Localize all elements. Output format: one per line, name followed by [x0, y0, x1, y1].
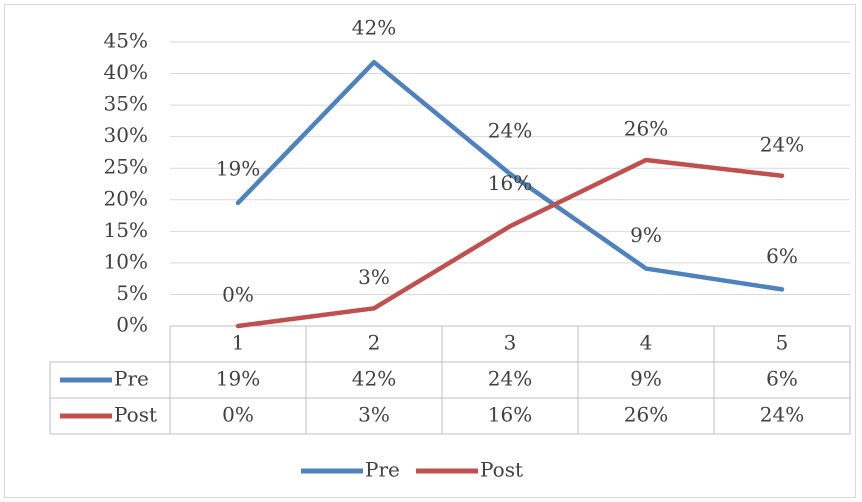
data-label-pre: 42% — [352, 16, 396, 40]
table-cell-pre: 9% — [630, 367, 662, 391]
series-line-pre — [235, 59, 785, 292]
series-line-post — [235, 157, 785, 329]
y-tick-label: 35% — [104, 92, 148, 116]
data-label-post: 24% — [760, 132, 804, 156]
y-tick-label: 20% — [104, 186, 148, 210]
y-tick-label: 15% — [104, 218, 148, 242]
data-label-post: 0% — [222, 283, 254, 307]
table-cell-post: 0% — [222, 403, 254, 427]
data-label-pre: 24% — [488, 118, 532, 142]
data-label-pre: 6% — [766, 244, 798, 268]
x-tick-label: 3 — [504, 331, 517, 355]
x-tick-label: 4 — [640, 331, 653, 355]
table-series-name-pre: Pre — [114, 367, 149, 391]
y-tick-label: 0% — [116, 313, 148, 337]
data-label-post: 16% — [488, 171, 532, 195]
table-cell-pre: 42% — [352, 367, 396, 391]
table-cell-post: 26% — [624, 403, 668, 427]
data-label-post: 26% — [624, 117, 668, 141]
y-tick-label: 45% — [104, 29, 148, 53]
legend-label-pre: Pre — [365, 458, 400, 482]
legend-label-post: Post — [480, 458, 523, 482]
x-tick-label: 5 — [776, 331, 789, 355]
y-tick-label: 25% — [104, 155, 148, 179]
table-cell-post: 24% — [760, 403, 804, 427]
x-tick-label: 1 — [232, 331, 245, 355]
x-tick-label: 2 — [368, 331, 381, 355]
y-tick-label: 30% — [104, 123, 148, 147]
data-label-pre: 9% — [630, 223, 662, 247]
table-cell-pre: 19% — [216, 367, 260, 391]
y-tick-label: 10% — [104, 249, 148, 273]
table-cell-post: 16% — [488, 403, 532, 427]
table-series-name-post: Post — [114, 403, 157, 427]
table-cell-post: 3% — [358, 403, 390, 427]
data-label-pre: 19% — [216, 156, 260, 180]
table-cell-pre: 24% — [488, 367, 532, 391]
y-tick-label: 40% — [104, 60, 148, 84]
table-cell-pre: 6% — [766, 367, 798, 391]
y-tick-label: 5% — [116, 281, 148, 305]
data-label-post: 3% — [358, 265, 390, 289]
